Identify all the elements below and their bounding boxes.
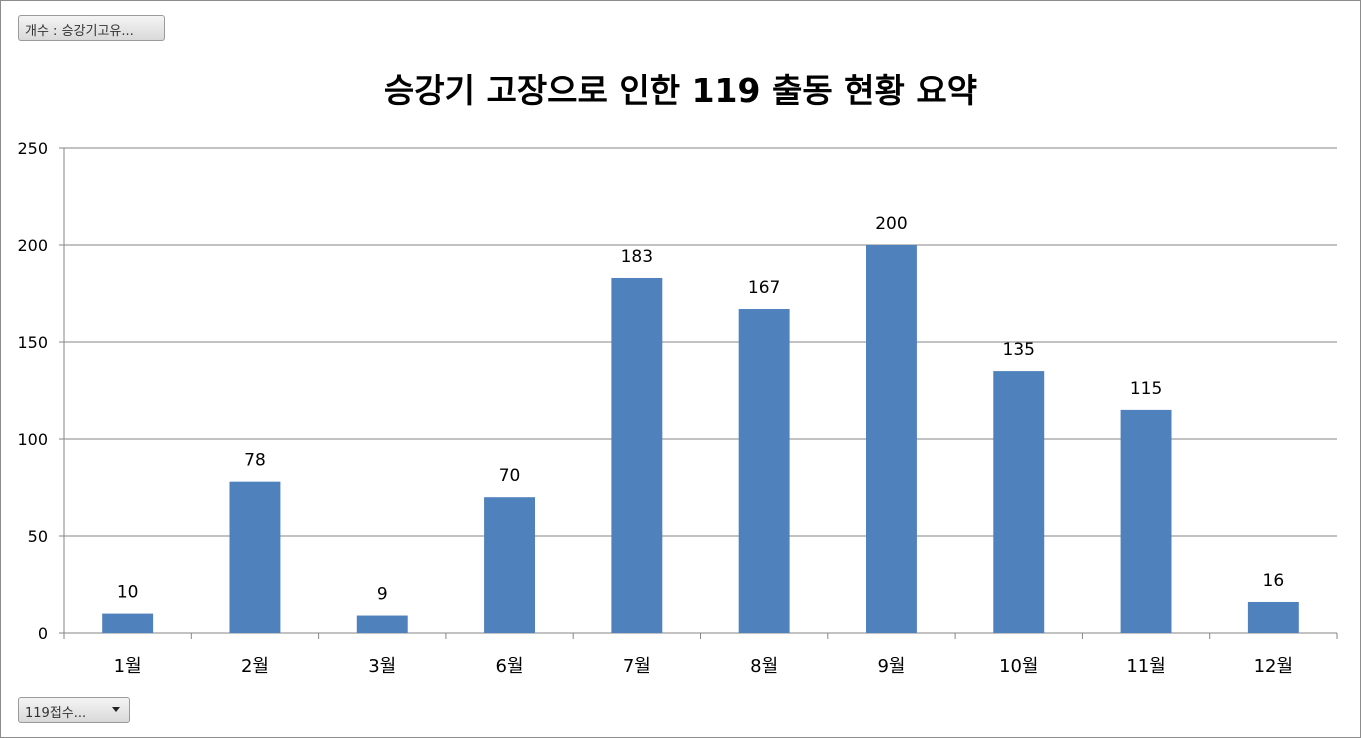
x-tick-label: 3월 — [368, 656, 396, 677]
bar — [993, 371, 1045, 633]
data-label: 70 — [499, 466, 521, 486]
data-label: 10 — [117, 583, 139, 603]
bar — [356, 615, 408, 633]
data-label: 9 — [377, 585, 388, 605]
bar — [102, 613, 154, 633]
x-tick-label: 2월 — [241, 656, 269, 677]
x-tick-label: 1월 — [114, 656, 142, 677]
x-tick-label: 10월 — [999, 656, 1038, 677]
y-tick-label: 250 — [17, 139, 48, 158]
bar — [229, 481, 281, 633]
x-tick-label: 11월 — [1126, 656, 1165, 677]
data-label: 135 — [1003, 340, 1035, 360]
data-label: 167 — [748, 278, 780, 298]
y-tick-label: 100 — [17, 430, 48, 449]
data-label: 78 — [244, 451, 266, 471]
bar — [611, 277, 663, 633]
data-label: 115 — [1130, 379, 1162, 399]
data-label: 183 — [621, 247, 653, 267]
x-tick-label: 7월 — [623, 656, 651, 677]
x-tick-label: 6월 — [496, 656, 524, 677]
x-tick-label: 12월 — [1254, 656, 1293, 677]
bar — [1120, 409, 1172, 633]
dropdown-arrow-icon[interactable] — [112, 707, 120, 712]
values-field-button[interactable]: 개수 : 승강기고유... — [18, 15, 165, 41]
y-tick-label: 150 — [17, 333, 48, 352]
x-tick-label: 9월 — [877, 656, 905, 677]
axis-field-button[interactable]: 119접수... — [18, 697, 130, 723]
bar — [484, 497, 536, 633]
axis-field-label: 119접수... — [25, 706, 87, 721]
y-tick-label: 200 — [17, 236, 48, 255]
chart-title: 승강기 고장으로 인한 119 출동 현황 요약 — [383, 71, 978, 110]
data-label: 16 — [1263, 571, 1285, 591]
y-tick-label: 50 — [28, 527, 48, 546]
bar — [1247, 601, 1299, 633]
bar — [865, 245, 917, 633]
data-label: 200 — [875, 214, 907, 234]
y-tick-label: 0 — [38, 624, 48, 643]
bar — [738, 309, 790, 633]
values-field-label: 개수 : 승강기고유... — [25, 24, 134, 39]
x-tick-label: 8월 — [750, 656, 778, 677]
